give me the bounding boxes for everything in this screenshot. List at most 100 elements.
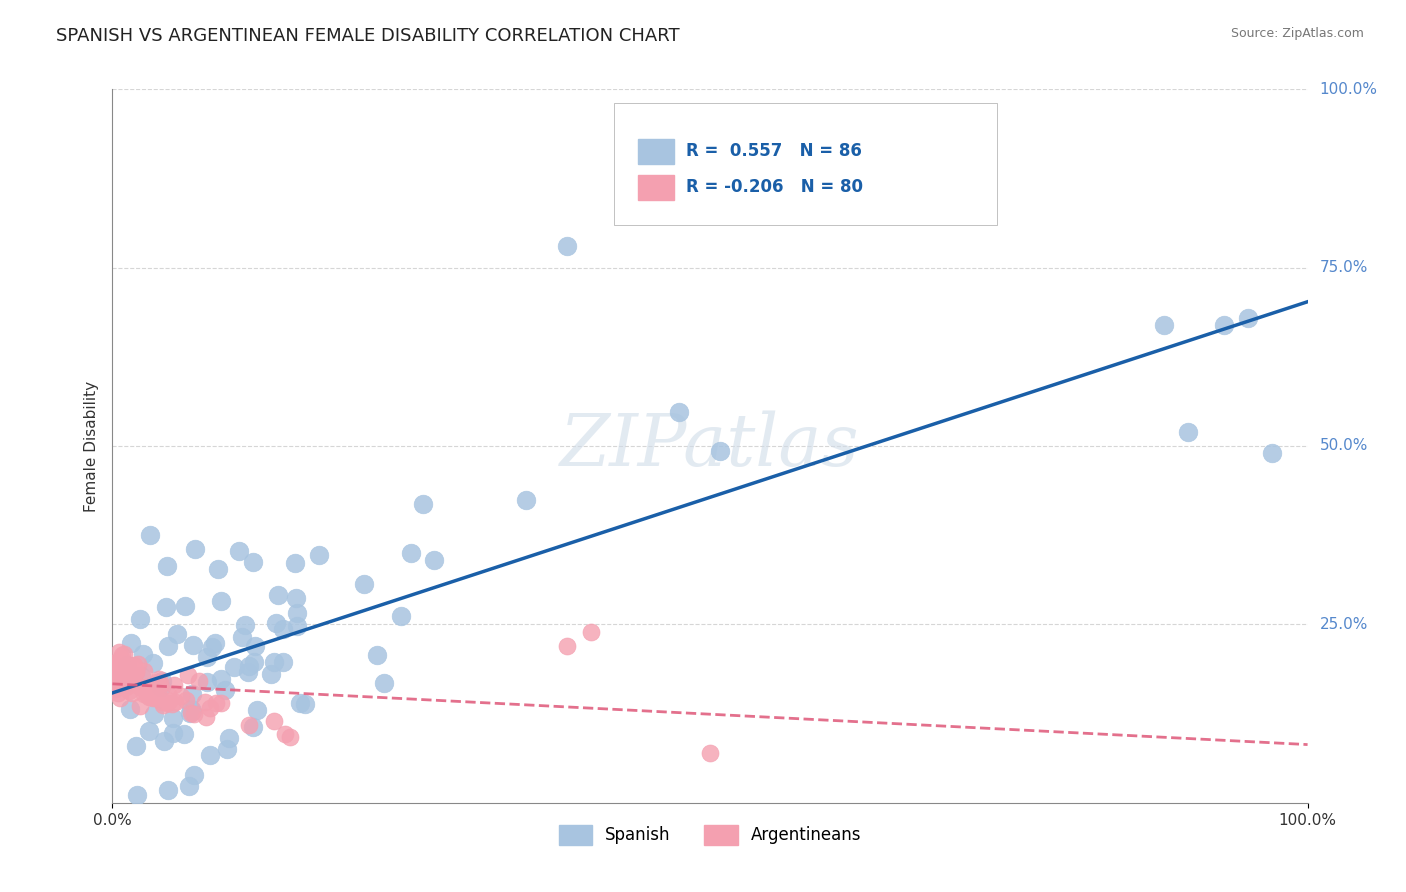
Point [181, 687, 204, 701]
Point [166, 626, 188, 640]
Point [122, 667, 145, 681]
FancyBboxPatch shape [614, 103, 997, 225]
Point [103, 658, 125, 673]
Point [105, 671, 128, 685]
Point [266, 615, 288, 630]
Point [1213, 318, 1236, 332]
Point [699, 746, 721, 760]
Point [142, 706, 165, 721]
Point [157, 783, 180, 797]
Point [173, 727, 195, 741]
Point [174, 693, 197, 707]
Point [274, 727, 297, 741]
Point [145, 690, 167, 705]
Point [127, 788, 149, 802]
Point [267, 588, 290, 602]
Point [180, 706, 202, 720]
Point [218, 731, 240, 745]
Point [278, 730, 301, 744]
Point [157, 694, 180, 708]
Point [181, 704, 204, 718]
Point [184, 542, 207, 557]
Point [198, 747, 221, 762]
Point [260, 667, 283, 681]
Point [162, 725, 184, 739]
Point [155, 599, 177, 614]
Point [242, 555, 264, 569]
Point [125, 739, 148, 753]
Point [163, 678, 186, 692]
Point [1153, 318, 1175, 332]
Text: SPANISH VS ARGENTINEAN FEMALE DISABILITY CORRELATION CHART: SPANISH VS ARGENTINEAN FEMALE DISABILITY… [56, 27, 681, 45]
Point [115, 673, 138, 688]
Point [181, 638, 204, 652]
Point [668, 405, 690, 419]
Point [294, 697, 316, 711]
Point [209, 593, 232, 607]
Point [135, 680, 157, 694]
Point [183, 707, 205, 722]
Point [142, 679, 165, 693]
Point [242, 720, 264, 734]
Point [201, 640, 224, 654]
Point [285, 591, 308, 605]
Point [131, 669, 153, 683]
Point [112, 647, 135, 661]
Point [108, 645, 131, 659]
Point [104, 673, 127, 688]
Point [188, 673, 211, 688]
Point [160, 697, 183, 711]
Point [238, 718, 260, 732]
Point [194, 710, 217, 724]
Point [214, 683, 236, 698]
Point [243, 656, 266, 670]
Point [399, 546, 422, 560]
Point [112, 670, 135, 684]
Point [389, 608, 412, 623]
Point [111, 668, 134, 682]
Point [103, 664, 125, 678]
Point [153, 734, 176, 748]
Text: 50.0%: 50.0% [1320, 439, 1368, 453]
Point [288, 696, 311, 710]
Point [228, 543, 250, 558]
Point [207, 562, 229, 576]
Point [245, 640, 267, 654]
Point [108, 690, 131, 705]
Point [236, 665, 259, 680]
Text: 25.0%: 25.0% [1320, 617, 1368, 632]
Point [263, 656, 285, 670]
Point [353, 576, 375, 591]
Point [373, 676, 395, 690]
Point [145, 680, 167, 694]
Point [156, 558, 179, 573]
Point [132, 647, 155, 661]
Point [169, 690, 191, 704]
Point [162, 710, 184, 724]
Point [412, 497, 434, 511]
Text: R =  0.557   N = 86: R = 0.557 N = 86 [686, 143, 862, 161]
Point [156, 639, 179, 653]
Point [1261, 446, 1284, 460]
Point [179, 779, 201, 793]
Point [209, 696, 232, 710]
Point [111, 648, 134, 662]
Point [120, 636, 142, 650]
Point [555, 239, 578, 253]
Point [285, 606, 308, 620]
Point [273, 655, 295, 669]
Point [115, 657, 138, 672]
Point [148, 673, 170, 687]
Point [124, 659, 146, 673]
Point [233, 617, 256, 632]
Point [150, 673, 173, 688]
Point [555, 639, 578, 653]
Point [238, 659, 260, 673]
Point [195, 650, 218, 665]
Text: R = -0.206   N = 80: R = -0.206 N = 80 [686, 178, 863, 196]
Point [308, 548, 330, 562]
Point [132, 688, 155, 702]
Point [709, 444, 731, 458]
Point [150, 695, 173, 709]
Point [177, 668, 200, 682]
